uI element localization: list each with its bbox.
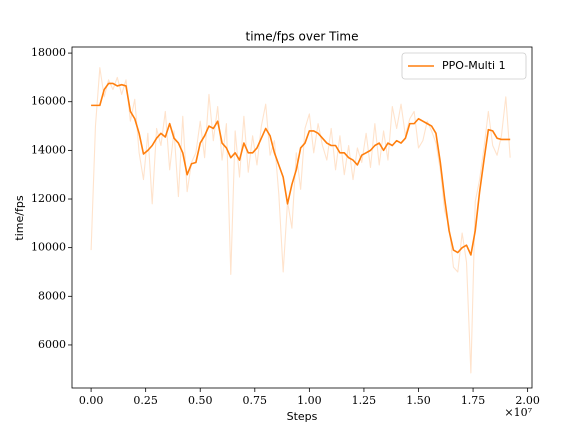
y-tick-label: 12000 bbox=[31, 192, 66, 205]
x-tick-label: 1.00 bbox=[297, 394, 322, 407]
x-offset-label: ×10⁷ bbox=[504, 406, 532, 419]
y-tick-label: 14000 bbox=[31, 143, 66, 156]
x-tick-label: 0.75 bbox=[243, 394, 268, 407]
data-line bbox=[91, 82, 511, 256]
x-axis-label: Steps bbox=[287, 410, 318, 423]
x-tick-label: 2.00 bbox=[515, 394, 540, 407]
y-axis-label: time/fps bbox=[13, 195, 26, 240]
x-tick-label: 0.00 bbox=[79, 394, 104, 407]
x-tick-label: 0.25 bbox=[133, 394, 158, 407]
y-tick-label: 16000 bbox=[31, 95, 66, 108]
y-tick-label: 8000 bbox=[38, 289, 66, 302]
y-tick-label: 6000 bbox=[38, 338, 66, 351]
x-tick-label: 1.75 bbox=[461, 394, 486, 407]
legend-label: PPO-Multi 1 bbox=[442, 59, 506, 72]
chart-title: time/fps over Time bbox=[245, 30, 358, 44]
x-tick-label: 1.50 bbox=[406, 394, 431, 407]
x-tick-label: 1.25 bbox=[352, 394, 377, 407]
y-tick-label: 18000 bbox=[31, 46, 66, 59]
y-tick-label: 10000 bbox=[31, 241, 66, 254]
legend: PPO-Multi 1 bbox=[401, 52, 527, 80]
plot-frame bbox=[71, 46, 533, 389]
x-tick-label: 0.50 bbox=[188, 394, 213, 407]
raw-line bbox=[90, 67, 511, 374]
legend-box bbox=[401, 52, 527, 80]
